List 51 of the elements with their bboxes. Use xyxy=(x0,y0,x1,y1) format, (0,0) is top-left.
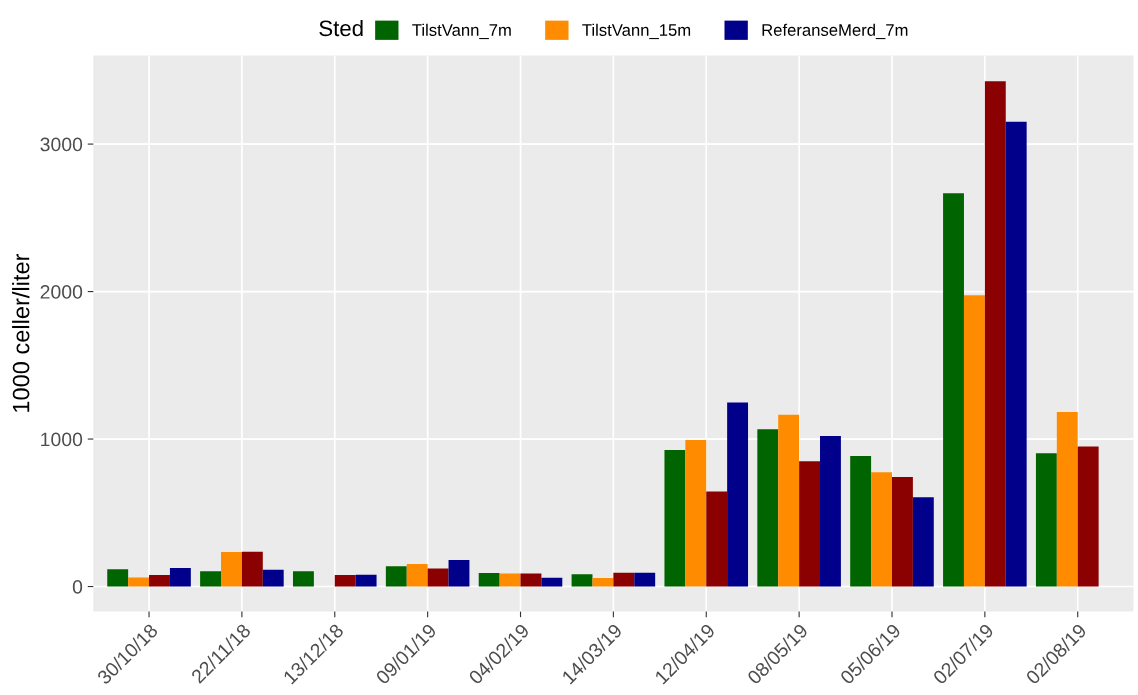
bar xyxy=(1005,121,1027,587)
bar xyxy=(634,572,656,587)
bar xyxy=(478,573,500,587)
bar xyxy=(592,578,614,587)
y-tick-label: 2000 xyxy=(40,285,83,299)
bar xyxy=(912,497,934,587)
bar xyxy=(685,440,707,587)
legend-label: TilstVann_15m xyxy=(582,23,691,40)
y-tick-label: 1000 xyxy=(41,432,83,447)
bar xyxy=(262,569,284,587)
bar xyxy=(664,449,686,587)
legend-title: Sted xyxy=(319,19,363,37)
bar xyxy=(128,577,150,587)
bar xyxy=(706,491,728,587)
y-tick-label: 3000 xyxy=(40,137,83,152)
bar xyxy=(820,436,841,587)
bar xyxy=(984,81,1006,587)
bar xyxy=(963,295,985,587)
bar xyxy=(727,402,749,587)
bar xyxy=(334,574,356,587)
bar xyxy=(757,429,779,587)
bar xyxy=(149,574,170,587)
bar xyxy=(169,567,191,587)
bar xyxy=(1035,453,1057,587)
legend-label: ReferanseMerd_7m xyxy=(762,23,908,40)
bar xyxy=(499,573,521,587)
bar xyxy=(799,461,821,587)
bar xyxy=(571,574,593,587)
y-tick-label: 0 xyxy=(72,580,83,594)
bar xyxy=(613,572,635,587)
bar xyxy=(406,563,428,587)
y-axis-title: 1000 celler/liter xyxy=(12,253,30,412)
bar xyxy=(241,551,263,587)
bar xyxy=(1056,411,1078,587)
bar xyxy=(292,571,314,587)
bar xyxy=(891,477,913,587)
bar xyxy=(200,571,222,587)
bar xyxy=(1077,446,1099,587)
bar xyxy=(850,456,872,587)
bar xyxy=(943,193,964,587)
bar xyxy=(427,568,449,587)
bar xyxy=(871,472,892,587)
bar xyxy=(541,577,563,587)
bar xyxy=(778,414,800,587)
bar xyxy=(221,552,242,587)
bar xyxy=(448,559,470,587)
bar xyxy=(107,569,129,587)
bar xyxy=(355,574,377,587)
bar xyxy=(385,566,407,587)
bar xyxy=(520,573,542,587)
legend-label: TilstVann_7m xyxy=(412,23,511,40)
